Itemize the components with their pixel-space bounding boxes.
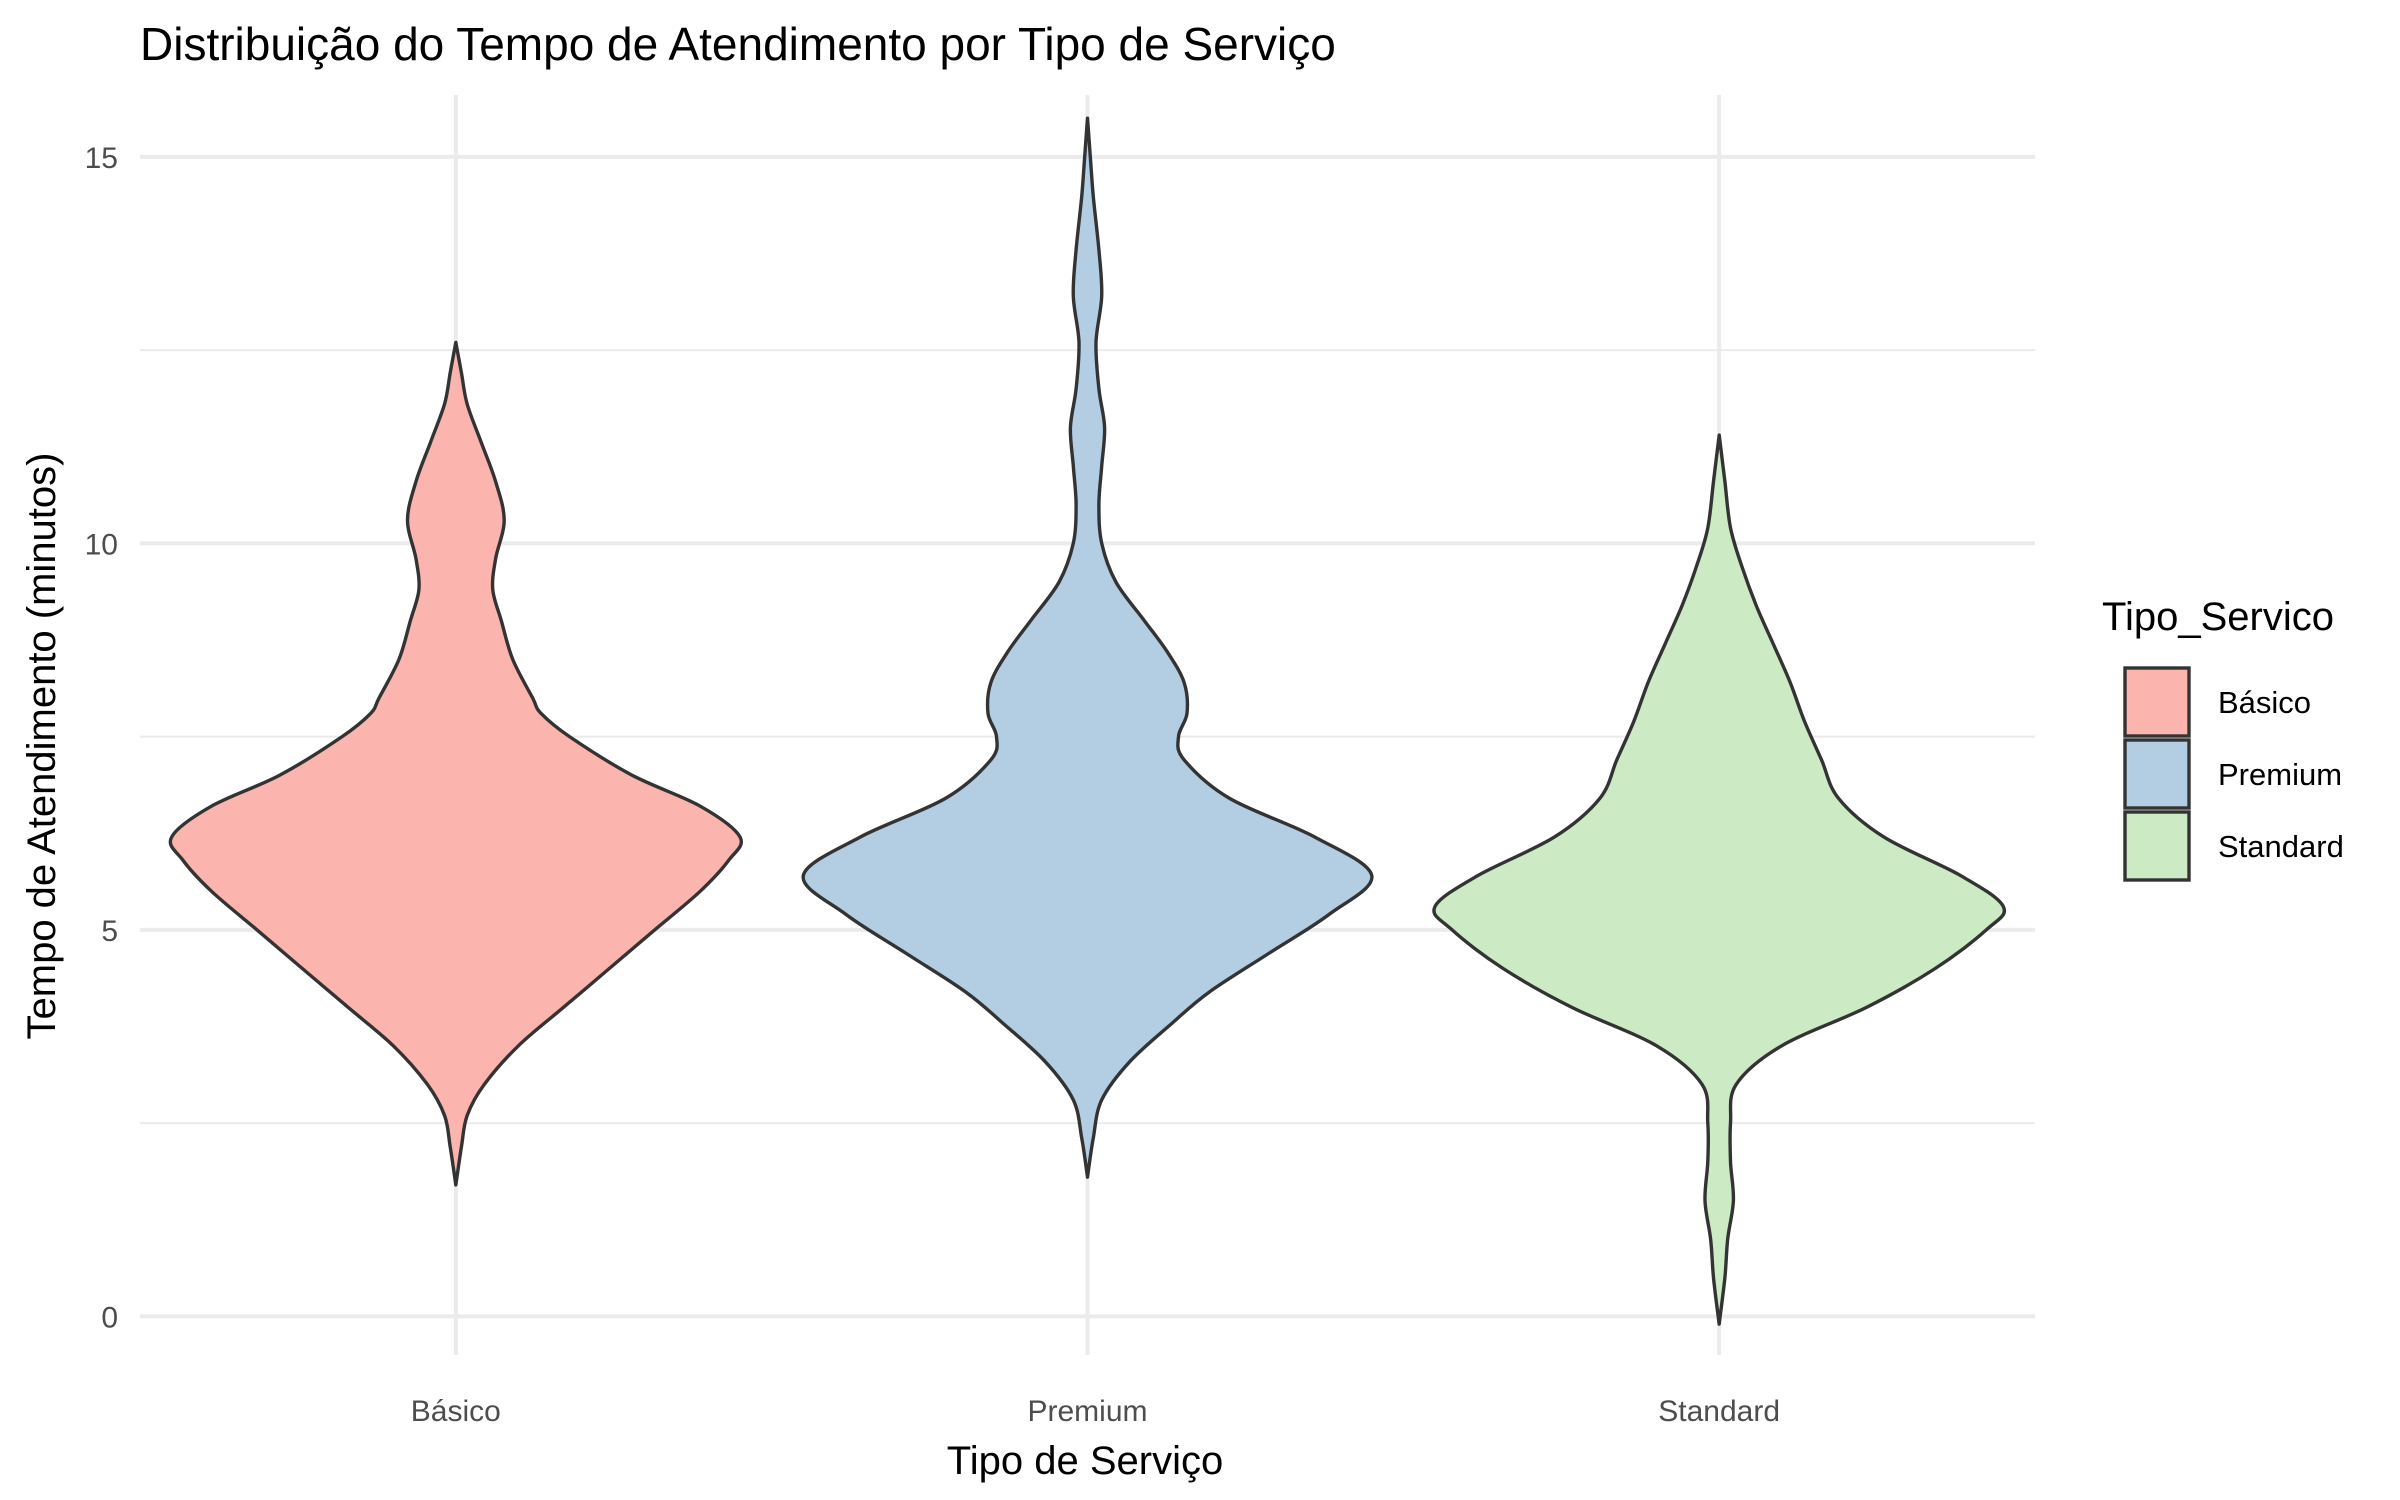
legend-key	[2123, 666, 2191, 738]
legend: Tipo_Servico Básico Premium Standard	[2102, 595, 2344, 882]
violin-1	[801, 116, 1374, 1179]
y-tick-label: 15	[85, 142, 118, 175]
y-tick-label: 5	[101, 915, 118, 948]
violins	[168, 116, 2007, 1326]
legend-label: Básico	[2218, 685, 2311, 720]
y-tick-label: 0	[101, 1301, 118, 1334]
legend-label: Standard	[2218, 829, 2344, 864]
y-tick-label: 10	[85, 528, 118, 561]
x-axis-title: Tipo de Serviço	[947, 1439, 1223, 1483]
legend-label: Premium	[2218, 757, 2342, 792]
x-tick-label: Premium	[1027, 1395, 1147, 1428]
y-axis-ticks: 0 5 10 15	[85, 142, 118, 1335]
legend-key	[2123, 738, 2191, 810]
legend-entries: Básico Premium Standard	[2123, 666, 2344, 882]
x-axis-ticks: Básico Premium Standard	[411, 1395, 1780, 1428]
x-tick-label: Básico	[411, 1395, 501, 1428]
legend-title: Tipo_Servico	[2102, 595, 2334, 639]
y-axis-title: Tempo de Atendimento (minutos)	[20, 453, 64, 1040]
x-tick-label: Standard	[1658, 1395, 1780, 1428]
legend-key	[2123, 810, 2191, 882]
chart-title: Distribuição do Tempo de Atendimento por…	[140, 18, 1336, 70]
violin-0	[168, 340, 743, 1187]
violin-2	[1432, 433, 2007, 1326]
